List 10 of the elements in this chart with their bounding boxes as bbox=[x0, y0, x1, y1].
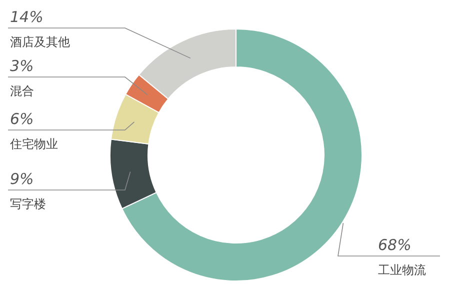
slice-label: 写字楼 bbox=[10, 197, 46, 211]
slice-label: 酒店及其他 bbox=[10, 35, 70, 49]
slice-label: 住宅物业 bbox=[9, 137, 58, 151]
data-label: 14% bbox=[10, 8, 44, 26]
data-label: 3% bbox=[10, 57, 34, 75]
slice-label: 混合 bbox=[10, 84, 34, 98]
data-label: 9% bbox=[10, 170, 34, 188]
data-label: 6% bbox=[10, 110, 34, 128]
slice-label: 工业物流 bbox=[378, 263, 426, 277]
data-label: 68% bbox=[378, 236, 412, 254]
